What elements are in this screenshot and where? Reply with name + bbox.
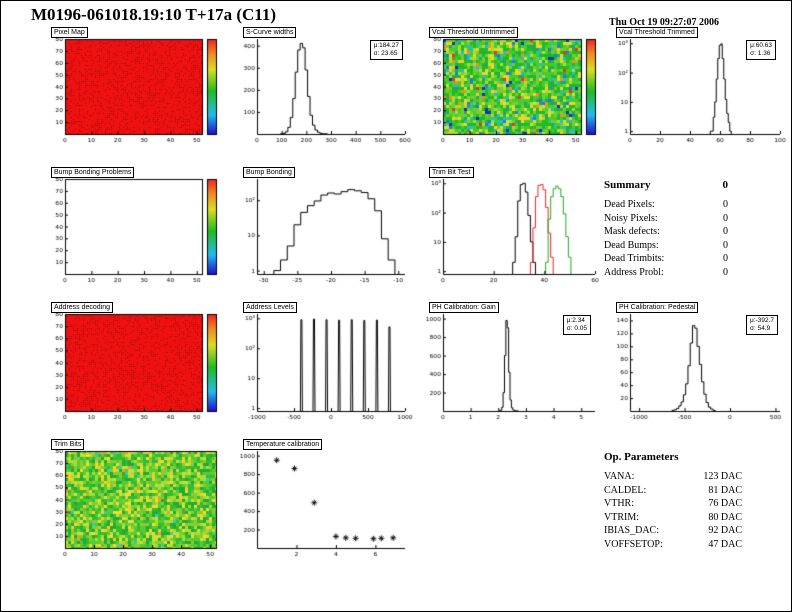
timestamp: Thu Oct 19 09:27:07 2006 xyxy=(609,17,719,28)
ph-pedestal-stats-box: μ:-392.7 σ: 54.9 xyxy=(746,315,778,335)
op-parameter-label: IBIAS_DAC: xyxy=(604,525,660,536)
pad-trim-bit-test: Trim Bit Test xyxy=(417,167,603,289)
pad-address-levels: Address Levels xyxy=(231,302,413,426)
summary-value: 0 xyxy=(723,199,728,210)
summary-title: Summary xyxy=(604,179,651,191)
summary-row: Dead Pixels: 0 xyxy=(604,198,728,212)
address-decoding-chart xyxy=(39,311,224,423)
op-parameter-value: 80 DAC xyxy=(708,511,742,523)
vcal-untrimmed-chart xyxy=(417,36,603,146)
summary-label: Dead Pixels: xyxy=(604,199,655,210)
vcal-trimmed-title: Vcal Threshold Trimmed xyxy=(616,27,698,38)
summary-label: Dead Trimbits: xyxy=(604,253,665,264)
ph-gain-stats-box: μ:2.34 σ: 0.05 xyxy=(562,315,591,335)
bump-problems-title: Bump Bonding Problems xyxy=(51,167,135,178)
op-parameter-value: 76 DAC xyxy=(708,498,742,509)
ph-pedestal-stat-sigma: σ: 54.9 xyxy=(750,325,771,332)
summary-row: Dead Bumps: 0 xyxy=(604,239,728,253)
pad-bump-problems: Bump Bonding Problems xyxy=(39,167,224,289)
op-parameter-row: VANA: 123 DAC xyxy=(604,470,742,484)
op-parameter-row: VOFFSETOP: 47 DAC xyxy=(604,538,742,552)
pad-scurve-widths: S-Curve widths μ:184.27 σ: 23.65 xyxy=(231,27,413,149)
summary-value: 0 xyxy=(723,239,728,251)
ph-pedestal-title: PH Calibration: Pedestal xyxy=(616,302,699,313)
op-parameter-label: CALDEL: xyxy=(604,484,647,496)
op-parameter-value: 47 DAC xyxy=(708,538,742,550)
pad-vcal-trimmed: Vcal Threshold Trimmed μ:60.63 σ: 1.36 xyxy=(604,27,788,149)
summary-label: Mask defects: xyxy=(604,226,660,237)
op-parameter-label: VANA: xyxy=(604,471,635,482)
pad-address-decoding: Address decoding xyxy=(39,302,224,426)
summary-row: Dead Trimbits: 0 xyxy=(604,252,728,266)
summary-header: Summary 0 xyxy=(604,179,728,191)
page-title: M0196-061018.19:10 T+17a (C11) xyxy=(31,5,276,24)
trim-bit-test-title: Trim Bit Test xyxy=(429,167,474,178)
pad-ph-pedestal: PH Calibration: Pedestal μ:-392.7 σ: 54.… xyxy=(604,302,788,426)
summary-label: Address Probl: xyxy=(604,266,664,278)
vcal-trimmed-stats-box: μ:60.63 σ: 1.36 xyxy=(746,40,776,60)
address-decoding-title: Address decoding xyxy=(51,302,114,313)
ph-gain-stat-sigma: σ: 0.05 xyxy=(566,325,587,332)
temperature-calibration-title: Temperature calibration xyxy=(243,439,323,450)
op-parameter-row: IBIAS_DAC: 92 DAC xyxy=(604,524,742,538)
op-parameter-label: VOFFSETOP: xyxy=(604,538,663,550)
summary-total: 0 xyxy=(722,179,729,191)
vcal-untrimmed-title: Vcal Threshold Untrimmed xyxy=(429,27,518,38)
summary-value: 0 xyxy=(723,253,728,264)
pad-bump-bonding: Bump Bonding xyxy=(231,167,413,289)
op-parameters-title: Op. Parameters xyxy=(604,451,679,463)
op-parameter-value: 123 DAC xyxy=(703,471,742,482)
bump-problems-chart xyxy=(39,176,224,286)
op-parameter-label: VTHR: xyxy=(604,498,634,509)
op-parameters-header: Op. Parameters xyxy=(604,451,742,463)
bump-bonding-chart xyxy=(231,176,413,286)
scurve-stat-sigma: σ: 23.65 xyxy=(373,50,398,57)
ph-pedestal-stat-mu: μ:-392.7 xyxy=(750,317,774,324)
ph-gain-stat-mu: μ:2.34 xyxy=(566,317,585,324)
trim-bit-test-chart xyxy=(417,176,603,286)
vcal-trimmed-stat-sigma: σ: 1.36 xyxy=(750,50,771,57)
address-levels-title: Address Levels xyxy=(243,302,297,313)
op-parameter-row: VTHR: 76 DAC xyxy=(604,497,742,511)
scurve-widths-title: S-Curve widths xyxy=(243,27,297,38)
summary-row: Address Probl: 0 xyxy=(604,266,728,280)
trim-bits-title: Trim Bits xyxy=(51,439,85,450)
pixel-map-title: Pixel Map xyxy=(51,27,88,38)
op-parameters-panel: Op. Parameters VANA: 123 DAC CALDEL: 81 … xyxy=(604,451,742,551)
address-levels-chart xyxy=(231,311,413,423)
summary-label: Dead Bumps: xyxy=(604,239,659,251)
trim-bits-chart xyxy=(39,448,224,560)
pad-temperature-calibration: Temperature calibration xyxy=(231,439,413,563)
summary-row: Noisy Pixels: 0 xyxy=(604,212,728,226)
op-parameter-value: 92 DAC xyxy=(708,525,742,536)
pad-pixel-map: Pixel Map xyxy=(39,27,224,149)
summary-row: Mask defects: 0 xyxy=(604,225,728,239)
pad-trim-bits: Trim Bits xyxy=(39,439,224,563)
scurve-stat-mu: μ:184.27 xyxy=(373,42,399,49)
op-parameter-row: CALDEL: 81 DAC xyxy=(604,484,742,498)
pixel-map-chart xyxy=(39,36,224,146)
vcal-trimmed-stat-mu: μ:60.63 xyxy=(750,42,772,49)
pad-vcal-untrimmed: Vcal Threshold Untrimmed xyxy=(417,27,603,149)
summary-value: 0 xyxy=(723,266,728,278)
summary-value: 0 xyxy=(723,226,728,237)
summary-panel: Summary 0 Dead Pixels: 0 Noisy Pixels: 0… xyxy=(604,179,728,279)
temperature-calibration-chart xyxy=(231,448,413,560)
op-parameter-value: 81 DAC xyxy=(708,484,742,496)
pad-ph-gain: PH Calibration: Gain μ:2.34 σ: 0.05 xyxy=(417,302,603,426)
bump-bonding-title: Bump Bonding xyxy=(243,167,295,178)
scurve-stats-box: μ:184.27 σ: 23.65 xyxy=(369,40,403,60)
summary-label: Noisy Pixels: xyxy=(604,212,658,224)
op-parameter-label: VTRIM: xyxy=(604,511,639,523)
op-parameter-row: VTRIM: 80 DAC xyxy=(604,511,742,525)
summary-value: 0 xyxy=(723,212,728,224)
ph-gain-title: PH Calibration: Gain xyxy=(429,302,499,313)
